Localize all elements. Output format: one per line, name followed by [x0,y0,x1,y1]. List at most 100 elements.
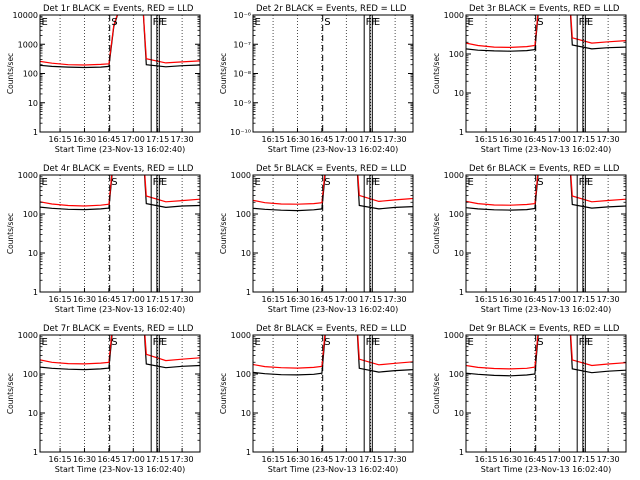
y-tick-label: 1000 [231,171,251,180]
series-line-events [40,175,200,211]
x-tick-label: 17:15 [359,135,382,144]
x-axis-label: Start Time (23-Nov-13 16:02:40) [268,145,398,154]
x-tick-label: 17:15 [572,295,595,304]
y-tick-label: 1000 [444,11,464,20]
y-tick-label: 100 [23,370,38,379]
y-axis-label: Counts/sec [432,53,441,94]
marker-label: S [111,337,117,348]
x-axis-label: Start Time (23-Nov-13 16:02:40) [481,465,611,474]
x-tick-label: 16:30 [73,455,96,464]
y-axis-label: Counts/sec [6,213,15,254]
y-tick-label: 1 [459,288,464,297]
marker-label: F [579,17,585,28]
series-line-events [466,335,626,377]
y-tick-label: 1 [459,448,464,457]
marker-label: E [42,177,48,188]
x-tick-label: 16:15 [475,455,498,464]
x-axis-label: Start Time (23-Nov-13 16:02:40) [55,305,185,314]
y-tick-label: 1000 [231,331,251,340]
x-tick-label: 16:15 [262,295,285,304]
x-tick-label: 17:15 [146,455,169,464]
x-tick-label: 17:30 [171,455,194,464]
plot-frame [252,334,414,453]
x-tick-label: 16:30 [73,295,96,304]
x-tick-label: 17:30 [597,295,620,304]
x-tick-label: 17:30 [171,295,194,304]
marker-label: S [537,177,543,188]
chart-title: Det 4r BLACK = Events, RED = LLD [43,164,194,174]
y-tick-label: 10 [454,89,464,98]
x-tick-label: 17:00 [122,455,145,464]
marker-label: E [587,177,593,188]
marker-label: E [468,177,474,188]
chart-title: Det 1r BLACK = Events, RED = LLD [43,4,194,14]
marker-label: F [371,17,377,28]
y-tick-label: 10000 [13,11,38,20]
series-line-lld [40,335,200,365]
y-tick-label: 1000 [18,331,38,340]
series-line-lld [40,175,200,207]
marker-label: S [324,337,330,348]
y-tick-label: 100 [236,210,251,219]
x-tick-label: 16:15 [49,295,72,304]
y-tick-label: 10⁻¹⁰ [230,128,251,137]
x-tick-label: 16:15 [475,135,498,144]
y-tick-label: 1000 [444,331,464,340]
y-tick-label: 1 [33,448,38,457]
x-axis-label: Start Time (23-Nov-13 16:02:40) [268,465,398,474]
y-tick-label: 10 [241,249,251,258]
x-tick-label: 16:45 [310,135,333,144]
x-tick-label: 16:45 [97,455,120,464]
marker-label: E [468,17,474,28]
marker-label: E [374,177,380,188]
x-axis-label: Start Time (23-Nov-13 16:02:40) [481,305,611,314]
plot-frame [465,14,627,133]
marker-label: S [537,337,543,348]
x-tick-label: 16:15 [475,295,498,304]
chart-title: Det 3r BLACK = Events, RED = LLD [469,4,620,14]
x-tick-label: 17:00 [548,455,571,464]
x-tick-label: 16:15 [49,135,72,144]
chart-title: Det 9r BLACK = Events, RED = LLD [469,324,620,334]
marker-label: E [468,337,474,348]
y-tick-label: 100 [449,50,464,59]
marker-label: S [324,177,330,188]
y-tick-label: 1000 [444,171,464,180]
y-tick-label: 1 [33,288,38,297]
y-tick-label: 100 [449,370,464,379]
marker-label: E [255,17,261,28]
x-tick-label: 17:00 [335,135,358,144]
y-tick-label: 1 [246,448,251,457]
x-tick-label: 17:15 [146,295,169,304]
y-tick-label: 10⁻⁷ [233,40,251,49]
y-tick-label: 10⁻⁸ [233,70,251,79]
marker-label: F [584,17,590,28]
x-tick-label: 16:15 [262,135,285,144]
marker-label: S [111,177,117,188]
x-tick-label: 17:30 [384,135,407,144]
y-axis-label: Counts/sec [432,213,441,254]
series-line-lld [466,335,626,370]
series-line-lld [253,335,413,369]
y-axis-label: Counts/sec [6,373,15,414]
x-tick-label: 17:15 [359,295,382,304]
y-axis-label: Counts/sec [219,213,228,254]
x-tick-label: 16:30 [499,455,522,464]
x-tick-label: 17:15 [146,135,169,144]
x-tick-label: 17:00 [548,295,571,304]
y-axis-label: Counts/sec [219,53,228,94]
chart-title: Det 6r BLACK = Events, RED = LLD [469,164,620,174]
x-tick-label: 17:00 [335,455,358,464]
series-line-events [253,175,413,212]
x-tick-label: 17:30 [171,135,194,144]
y-tick-label: 1 [246,288,251,297]
marker-label: E [255,177,261,188]
